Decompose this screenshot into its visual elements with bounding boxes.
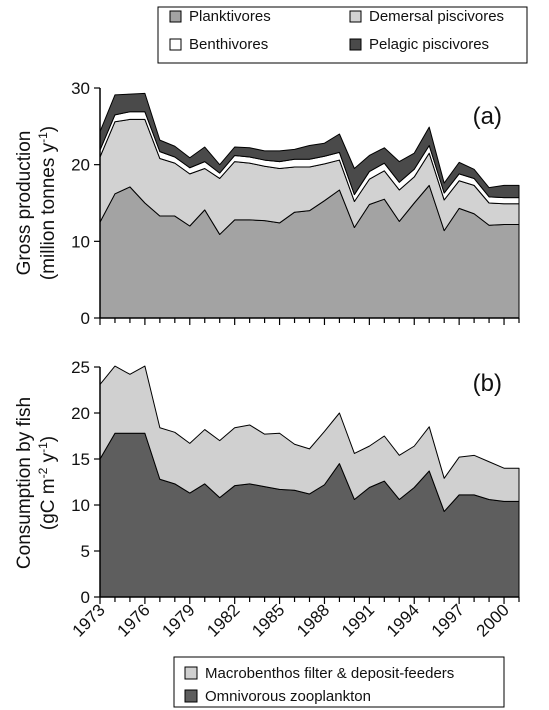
legend-bottom-box bbox=[173, 656, 505, 708]
x-tick-label: 1988 bbox=[293, 600, 333, 640]
y-tick-label-b: 25 bbox=[71, 358, 90, 377]
legend-label-pelagic-piscivores: Pelagic piscivores bbox=[369, 36, 489, 53]
legend-label-planktivores: Planktivores bbox=[189, 8, 271, 25]
panel-b-ylabel-line2: (gC m-2 y-1) bbox=[36, 436, 59, 530]
x-tick-label: 1982 bbox=[203, 600, 243, 640]
legend-label-omnivorous-zooplankton: Omnivorous zooplankton bbox=[205, 688, 371, 705]
legend-swatch-planktivores bbox=[169, 10, 182, 23]
panel-a-ylabel-line1: Gross production bbox=[14, 131, 35, 276]
y-tick-label-b: 0 bbox=[81, 588, 90, 607]
legend-top-box bbox=[157, 6, 528, 64]
legend-swatch-macrobenthos-filter-deposit-feeders bbox=[184, 666, 198, 680]
panel-b-label: (b) bbox=[473, 370, 502, 397]
y-tick-label-a: 20 bbox=[71, 156, 90, 175]
y-tick-label-b: 15 bbox=[71, 450, 90, 469]
panel-b-ylabel-line1: Consumption by fish bbox=[14, 397, 35, 569]
legend-top: Planktivores Demersal piscivores Benthivor… bbox=[157, 6, 528, 64]
area-a-pelagic-piscivores bbox=[99, 92, 520, 199]
legend-swatch-omnivorous-zooplankton bbox=[184, 689, 198, 703]
legend-label-demersal-piscivores: Demersal piscivores bbox=[369, 8, 504, 25]
legend-label-benthivores: Benthivores bbox=[189, 36, 268, 53]
y-tick-label-a: 0 bbox=[81, 309, 90, 328]
x-tick-label: 1991 bbox=[338, 600, 378, 640]
legend-swatch-benthivores bbox=[169, 38, 182, 51]
area-b-macrobenthos-filter-deposit-feeders bbox=[99, 365, 520, 512]
legend-label-macrobenthos-filter-deposit-feeders: Macrobenthos filter & deposit-feeders bbox=[205, 665, 454, 682]
x-tick-label: 2000 bbox=[473, 600, 513, 640]
x-tick-label: 1973 bbox=[69, 600, 109, 640]
x-tick-label: 1997 bbox=[428, 600, 468, 640]
legend-swatch-demersal-piscivores bbox=[349, 10, 362, 23]
panel-a: 0 10 20 30 (a) Gross production (million to… bbox=[14, 79, 520, 328]
y-tick-label-b: 20 bbox=[71, 404, 90, 423]
y-tick-label-b: 5 bbox=[81, 542, 90, 561]
y-tick-label-a: 30 bbox=[71, 79, 90, 98]
legend-swatch-pelagic-piscivores bbox=[349, 38, 362, 51]
x-tick-label: 1994 bbox=[383, 600, 423, 640]
x-tick-label: 1979 bbox=[158, 600, 198, 640]
y-tick-label-b: 10 bbox=[71, 496, 90, 515]
panel-a-ylabel-line2: (million tonnes y-1) bbox=[36, 126, 59, 280]
x-tick-label: 1985 bbox=[248, 600, 288, 640]
y-tick-label-a: 10 bbox=[71, 232, 90, 251]
x-tick-label: 1976 bbox=[114, 600, 154, 640]
panel-a-label: (a) bbox=[473, 103, 502, 130]
legend-bottom: Macrobenthos filter & deposit-feeders Omn… bbox=[173, 656, 505, 708]
